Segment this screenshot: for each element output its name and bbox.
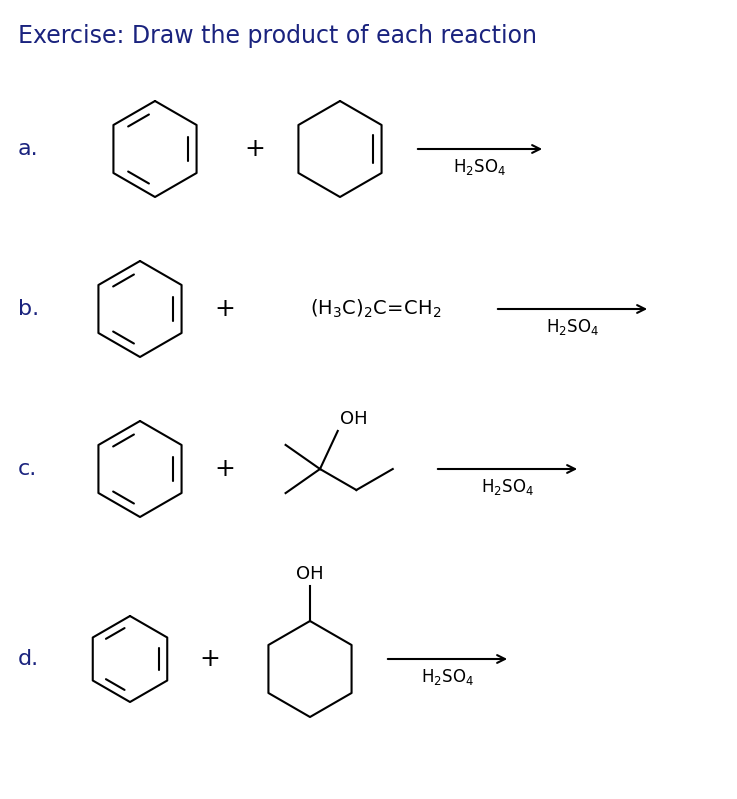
Text: OH: OH <box>296 565 324 583</box>
Text: H$_2$SO$_4$: H$_2$SO$_4$ <box>421 667 474 687</box>
Text: (H$_3$C)$_2$C$\!=\!$CH$_2$: (H$_3$C)$_2$C$\!=\!$CH$_2$ <box>310 298 441 320</box>
Text: +: + <box>245 137 265 161</box>
Text: H$_2$SO$_4$: H$_2$SO$_4$ <box>453 157 506 177</box>
Text: +: + <box>214 457 235 481</box>
Text: b.: b. <box>18 299 39 319</box>
Text: c.: c. <box>18 459 38 479</box>
Text: +: + <box>214 297 235 321</box>
Text: d.: d. <box>18 649 39 669</box>
Text: OH: OH <box>340 410 367 428</box>
Text: H$_2$SO$_4$: H$_2$SO$_4$ <box>481 477 534 497</box>
Text: Exercise: Draw the product of each reaction: Exercise: Draw the product of each react… <box>18 24 537 48</box>
Text: H$_2$SO$_4$: H$_2$SO$_4$ <box>546 317 599 337</box>
Text: a.: a. <box>18 139 38 159</box>
Text: +: + <box>200 647 220 671</box>
